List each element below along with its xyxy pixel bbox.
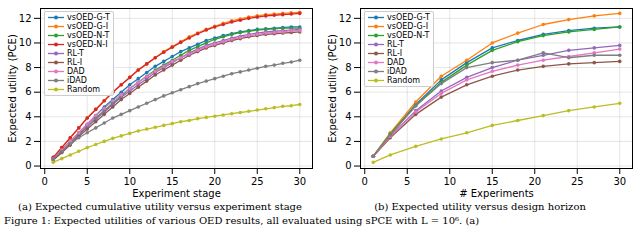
html-text:vsOED-G-T: vsOED-G-T (67, 13, 110, 22)
html-text:Random: Random (67, 85, 101, 94)
svg-text:# Experiments: # Experiments (459, 188, 534, 199)
svg-text:25: 25 (571, 176, 584, 187)
html-text:vsOED-N-I: vsOED-N-I (67, 40, 108, 49)
html-text:DAD: DAD (67, 67, 85, 76)
html-text:RL-T: RL-T (387, 40, 404, 49)
svg-text:15: 15 (486, 176, 499, 187)
html-text:(b) Expected utility versus de: (b) Expected utility versus design horiz… (374, 201, 586, 212)
svg-text:15: 15 (166, 176, 179, 187)
svg-text:0: 0 (362, 176, 368, 187)
html-text:vsOED-G-T: vsOED-G-T (387, 13, 430, 22)
html-text:iDAD: iDAD (67, 76, 87, 85)
svg-text:8: 8 (345, 62, 351, 73)
svg-text:10: 10 (339, 37, 352, 48)
html-text:RL-I: RL-I (387, 49, 403, 58)
html-text:vsOED-G-I: vsOED-G-I (387, 22, 428, 31)
svg-text:8: 8 (25, 62, 31, 73)
html-text:RL-T: RL-T (67, 49, 84, 58)
svg-text:5: 5 (84, 176, 90, 187)
html-text:Figure 1: Expected utilities o: Figure 1: Expected utilities of various … (4, 215, 480, 226)
svg-text:12: 12 (19, 13, 32, 24)
svg-text:10: 10 (19, 37, 32, 48)
svg-text:0: 0 (345, 160, 351, 171)
svg-text:30: 30 (293, 176, 306, 187)
svg-text:4: 4 (345, 111, 351, 122)
html-text:Random: Random (387, 76, 421, 85)
svg-text:2: 2 (25, 136, 31, 147)
svg-text:0: 0 (42, 176, 48, 187)
svg-text:20: 20 (208, 176, 221, 187)
svg-text:6: 6 (345, 86, 351, 97)
svg-text:20: 20 (528, 176, 541, 187)
html-text:vsOED-N-T: vsOED-N-T (67, 31, 110, 40)
html-text:iDAD: iDAD (387, 67, 407, 76)
html-text:vsOED-N-T: vsOED-N-T (387, 31, 430, 40)
svg-text:10: 10 (123, 176, 136, 187)
svg-text:5: 5 (404, 176, 410, 187)
svg-text:2: 2 (345, 136, 351, 147)
svg-text:Experiment stage: Experiment stage (132, 188, 221, 199)
html-text:DAD: DAD (387, 58, 405, 67)
svg-text:4: 4 (25, 111, 31, 122)
svg-text:Expected utility (PCE): Expected utility (PCE) (7, 34, 18, 143)
html-text:vsOED-G-I: vsOED-G-I (67, 22, 108, 31)
svg-text:6: 6 (25, 86, 31, 97)
html-text:(a) Expected cumulative utilit: (a) Expected cumulative utility versus e… (18, 201, 302, 212)
svg-text:10: 10 (443, 176, 456, 187)
svg-text:30: 30 (613, 176, 626, 187)
svg-text:12: 12 (339, 13, 352, 24)
html-text:RL-I: RL-I (67, 58, 83, 67)
svg-text:Expected utility (PCE): Expected utility (PCE) (327, 34, 338, 143)
svg-text:0: 0 (25, 160, 31, 171)
svg-text:25: 25 (251, 176, 264, 187)
